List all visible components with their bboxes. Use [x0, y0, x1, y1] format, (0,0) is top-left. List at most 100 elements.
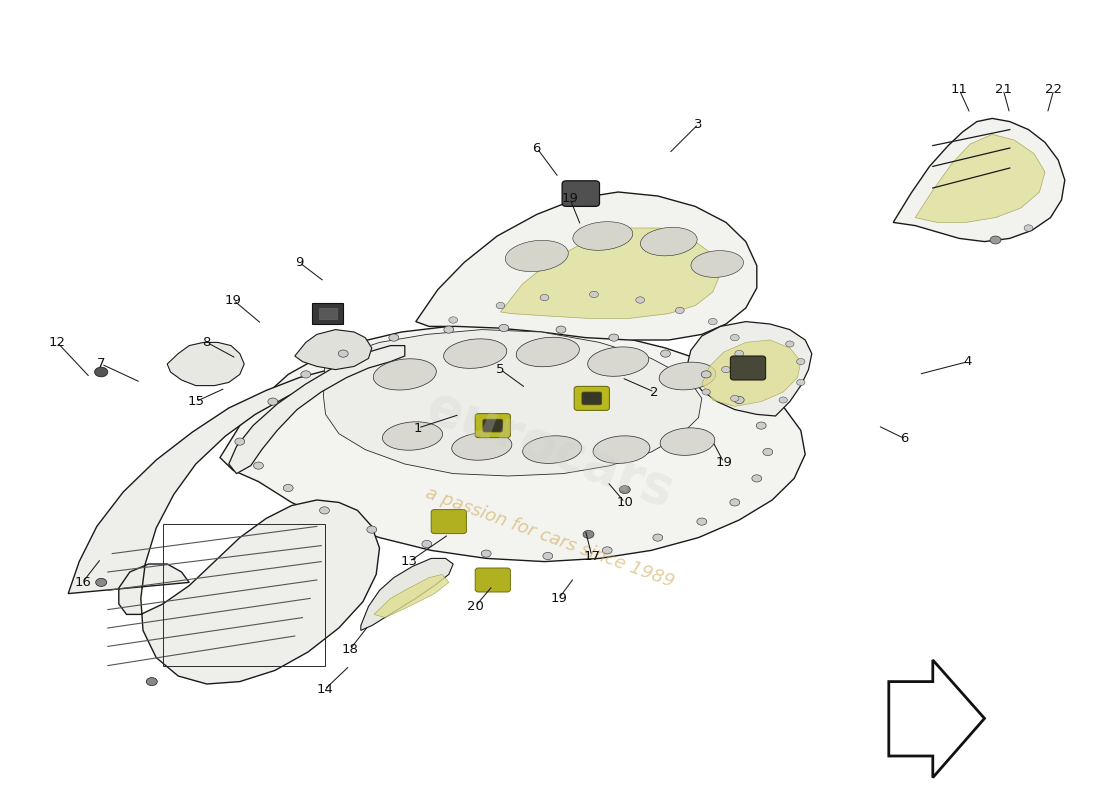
Text: 12: 12 [48, 336, 66, 349]
Text: 1: 1 [414, 422, 422, 434]
Circle shape [1024, 225, 1033, 231]
Text: 4: 4 [964, 355, 972, 368]
Circle shape [756, 422, 766, 429]
Circle shape [702, 389, 711, 395]
Circle shape [796, 379, 805, 386]
Text: 19: 19 [715, 456, 733, 469]
Circle shape [722, 366, 730, 373]
Circle shape [146, 678, 157, 686]
Text: 8: 8 [202, 336, 211, 349]
FancyBboxPatch shape [475, 414, 510, 438]
Circle shape [735, 350, 744, 357]
FancyBboxPatch shape [582, 392, 602, 405]
Circle shape [499, 325, 508, 331]
Circle shape [603, 547, 613, 554]
Circle shape [422, 541, 431, 547]
Circle shape [389, 334, 398, 341]
Circle shape [268, 398, 277, 406]
Text: 18: 18 [341, 643, 359, 656]
Ellipse shape [516, 338, 580, 366]
Text: 19: 19 [550, 592, 568, 605]
FancyBboxPatch shape [475, 568, 510, 592]
Ellipse shape [443, 339, 507, 368]
Polygon shape [323, 330, 702, 476]
Circle shape [253, 462, 264, 469]
Text: 16: 16 [74, 576, 91, 589]
Circle shape [619, 486, 630, 494]
Text: 22: 22 [1045, 83, 1063, 96]
Circle shape [542, 552, 552, 560]
FancyBboxPatch shape [319, 308, 337, 319]
Circle shape [697, 518, 707, 526]
Polygon shape [688, 322, 812, 416]
Ellipse shape [593, 436, 650, 463]
FancyBboxPatch shape [574, 386, 609, 410]
Polygon shape [361, 558, 453, 630]
Ellipse shape [691, 250, 744, 278]
Ellipse shape [522, 436, 582, 463]
Circle shape [730, 334, 739, 341]
Polygon shape [68, 358, 379, 684]
Text: a passion for cars since 1989: a passion for cars since 1989 [424, 484, 676, 591]
Text: 14: 14 [316, 683, 333, 696]
Circle shape [235, 438, 244, 445]
FancyBboxPatch shape [562, 181, 600, 206]
Ellipse shape [452, 433, 512, 460]
Ellipse shape [383, 422, 442, 450]
Ellipse shape [373, 358, 437, 390]
Ellipse shape [587, 347, 649, 376]
Circle shape [785, 341, 794, 347]
Text: 5: 5 [496, 363, 505, 376]
Text: 20: 20 [466, 600, 484, 613]
Circle shape [540, 294, 549, 301]
FancyBboxPatch shape [431, 510, 466, 534]
Circle shape [762, 448, 772, 456]
Circle shape [730, 499, 740, 506]
Polygon shape [220, 324, 805, 562]
Polygon shape [915, 134, 1045, 222]
Polygon shape [295, 330, 372, 370]
Circle shape [796, 358, 805, 365]
Text: 3: 3 [694, 118, 703, 130]
Polygon shape [229, 346, 405, 474]
Polygon shape [893, 118, 1065, 242]
Circle shape [990, 236, 1001, 244]
Circle shape [590, 291, 598, 298]
Circle shape [636, 297, 645, 303]
Ellipse shape [505, 240, 569, 272]
Circle shape [496, 302, 505, 309]
Ellipse shape [659, 362, 716, 390]
Text: 15: 15 [187, 395, 205, 408]
Circle shape [319, 507, 330, 514]
Ellipse shape [573, 222, 632, 250]
Circle shape [735, 396, 745, 403]
Text: 6: 6 [900, 432, 909, 445]
Polygon shape [500, 228, 720, 318]
Circle shape [301, 370, 310, 378]
FancyBboxPatch shape [483, 419, 503, 432]
Ellipse shape [660, 428, 715, 455]
Circle shape [96, 578, 107, 586]
Text: 19: 19 [224, 294, 242, 306]
FancyBboxPatch shape [730, 356, 766, 380]
Text: 2: 2 [650, 386, 659, 398]
Polygon shape [167, 342, 244, 386]
Text: 17: 17 [583, 550, 601, 562]
Circle shape [652, 534, 662, 541]
Circle shape [751, 474, 761, 482]
Text: 13: 13 [400, 555, 418, 568]
Text: 19: 19 [561, 192, 579, 205]
Circle shape [482, 550, 491, 557]
Circle shape [556, 326, 566, 334]
Text: 6: 6 [532, 142, 541, 154]
Text: eurocars: eurocars [419, 381, 681, 518]
Circle shape [284, 484, 293, 491]
Polygon shape [374, 574, 449, 618]
Circle shape [702, 370, 712, 378]
Circle shape [730, 395, 739, 402]
Circle shape [609, 334, 619, 341]
Circle shape [708, 318, 717, 325]
Polygon shape [889, 660, 984, 778]
Circle shape [449, 317, 458, 323]
Circle shape [95, 367, 108, 377]
